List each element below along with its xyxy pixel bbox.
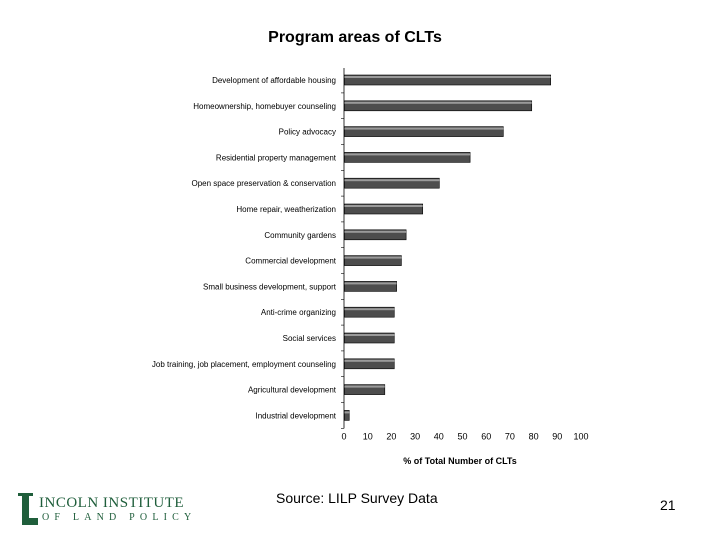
category-label: Community gardens xyxy=(264,231,336,240)
bars xyxy=(344,74,551,421)
logo-text-line2: OF LAND POLICY xyxy=(42,512,197,523)
x-tick-label: 70 xyxy=(505,431,515,441)
category-label: Small business development, support xyxy=(203,282,337,291)
logo-l-mark-icon xyxy=(18,493,38,525)
bar-highlight xyxy=(344,179,440,182)
bar xyxy=(344,255,402,266)
chart-title: Program areas of CLTs xyxy=(268,29,442,46)
bar-highlight xyxy=(344,308,395,311)
bar xyxy=(344,306,395,318)
x-tick-label: 10 xyxy=(363,431,373,441)
category-label: Policy advocacy xyxy=(279,128,336,137)
x-tick-label: 80 xyxy=(529,431,539,441)
bar xyxy=(344,229,407,241)
category-labels: Development of affordable housing Homeown… xyxy=(152,76,337,420)
bar-highlight xyxy=(344,411,350,414)
source-note: Source: LILP Survey Data xyxy=(276,490,438,506)
bar-highlight xyxy=(344,101,532,104)
x-tick-label: 20 xyxy=(386,431,396,441)
category-label: Anti-crime organizing xyxy=(261,308,336,317)
x-tick-label: 100 xyxy=(573,431,588,441)
bar-highlight xyxy=(344,385,385,388)
category-label: Homeownership, homebuyer counseling xyxy=(193,102,336,111)
bar xyxy=(344,358,395,370)
bar xyxy=(344,100,533,112)
x-tick-label: 30 xyxy=(410,431,420,441)
category-label: Development of affordable housing xyxy=(212,76,336,85)
bar-highlight xyxy=(344,205,423,207)
bar-highlight xyxy=(344,256,402,259)
bar xyxy=(344,126,504,137)
x-tick-label: 60 xyxy=(481,431,491,441)
category-label: Open space preservation & conservation xyxy=(191,179,336,188)
bar-highlight xyxy=(344,334,395,336)
bar xyxy=(344,410,350,421)
x-tick-label: 50 xyxy=(457,431,467,441)
category-label: Industrial development xyxy=(256,411,337,420)
page-number: 21 xyxy=(660,497,676,513)
lincoln-institute-logo: INCOLN INSTITUTE OF LAND POLICY xyxy=(18,493,198,527)
bar xyxy=(344,281,397,292)
bar xyxy=(344,203,424,215)
bar-highlight xyxy=(344,76,551,78)
bar xyxy=(344,332,395,344)
category-label: Commercial development xyxy=(245,257,336,266)
category-label: Social services xyxy=(283,334,336,343)
category-label: Job training, job placement, employment … xyxy=(152,360,336,369)
x-tick-label: 0 xyxy=(341,431,346,441)
category-label: Residential property management xyxy=(216,153,337,162)
category-label: Home repair, weatherization xyxy=(236,205,336,214)
bar-highlight xyxy=(344,282,397,285)
logo-text-line1: INCOLN INSTITUTE xyxy=(39,495,185,511)
bar xyxy=(344,177,440,189)
bar xyxy=(344,152,471,163)
bar-highlight xyxy=(344,230,407,233)
x-axis: 0 10 20 30 40 50 60 70 80 90 100 xyxy=(341,68,589,441)
bar-highlight xyxy=(344,153,471,156)
bar xyxy=(344,384,386,395)
bar xyxy=(344,74,551,86)
x-axis-title: % of Total Number of CLTs xyxy=(403,456,517,466)
bar-highlight xyxy=(344,127,504,130)
bar-highlight xyxy=(344,359,395,362)
x-tick-label: 40 xyxy=(434,431,444,441)
category-label: Agricultural development xyxy=(248,386,337,395)
x-tick-label: 90 xyxy=(552,431,562,441)
